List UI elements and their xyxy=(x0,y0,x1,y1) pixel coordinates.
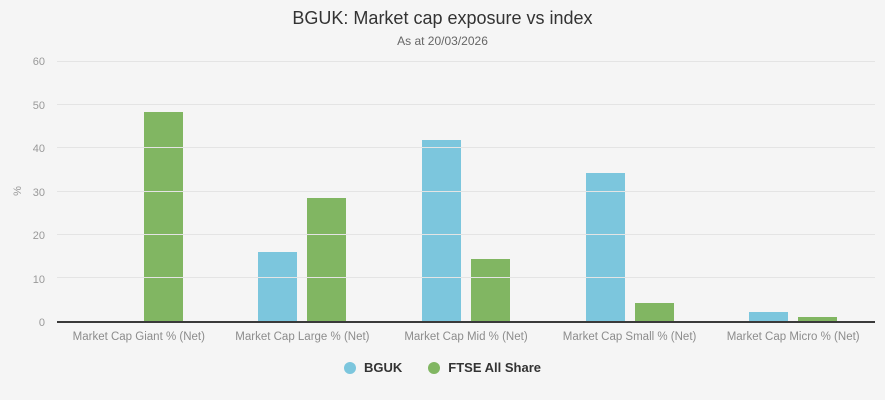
plot-area xyxy=(57,61,875,323)
bar-ftse-all-share[interactable] xyxy=(634,302,674,321)
legend-item-ftse-all-share[interactable]: FTSE All Share xyxy=(428,360,541,375)
x-axis-category-label: Market Cap Micro % (Net) xyxy=(726,331,860,343)
gridline xyxy=(57,104,875,106)
bar-ftse-all-share[interactable] xyxy=(307,197,347,321)
x-axis-category-label: Market Cap Small % (Net) xyxy=(562,331,697,343)
chart-title: BGUK: Market cap exposure vs index xyxy=(292,8,593,28)
y-axis-tick-label: 10 xyxy=(32,273,45,286)
x-axis-category-label: Market Cap Mid % (Net) xyxy=(404,331,528,343)
bar-group-market-cap-small-net xyxy=(548,62,712,321)
x-axis-category-label: Market Cap Large % (Net) xyxy=(235,331,370,343)
y-axis-tick-label: 40 xyxy=(32,143,45,156)
gridline xyxy=(57,190,875,192)
y-axis-tick-label: 60 xyxy=(32,56,45,68)
legend-label: BGUK xyxy=(364,360,403,375)
y-axis-labels: 0 10 20 30 40 50 60 xyxy=(0,56,45,329)
y-axis-tick-label: 0 xyxy=(38,317,45,329)
bar-ftse-all-share[interactable] xyxy=(798,316,838,321)
gridline xyxy=(57,61,875,62)
bar-group-market-cap-giant-net xyxy=(57,62,221,321)
x-axis-category-label: Market Cap Giant % (Net) xyxy=(72,331,205,343)
bar-group-market-cap-large-net xyxy=(221,62,385,321)
bars-layer xyxy=(57,62,875,321)
bar-bguk[interactable] xyxy=(749,312,789,321)
legend-label: FTSE All Share xyxy=(448,360,541,375)
legend-marker-icon xyxy=(344,361,356,374)
gridline xyxy=(57,147,875,149)
y-axis-tick-label: 50 xyxy=(32,99,45,112)
bar-bguk[interactable] xyxy=(258,251,298,321)
bar-ftse-all-share[interactable] xyxy=(143,111,183,321)
bar-ftse-all-share[interactable] xyxy=(470,259,510,321)
legend: BGUK FTSE All Share xyxy=(0,360,885,375)
bar-bguk[interactable] xyxy=(421,140,461,321)
legend-item-bguk[interactable]: BGUK xyxy=(344,360,402,375)
gridline xyxy=(57,233,875,235)
gridline xyxy=(57,276,875,278)
bar-group-market-cap-micro-net xyxy=(711,62,875,321)
bar-group-market-cap-mid-net xyxy=(384,62,548,321)
y-axis-tick-label: 30 xyxy=(32,186,45,199)
chart-subtitle: As at 20/03/2026 xyxy=(397,34,488,48)
x-axis-labels: Market Cap Giant % (Net) Market Cap Large… xyxy=(57,331,875,343)
bar-bguk[interactable] xyxy=(585,172,625,321)
y-axis-tick-label: 20 xyxy=(32,230,45,243)
legend-marker-icon xyxy=(428,361,441,374)
